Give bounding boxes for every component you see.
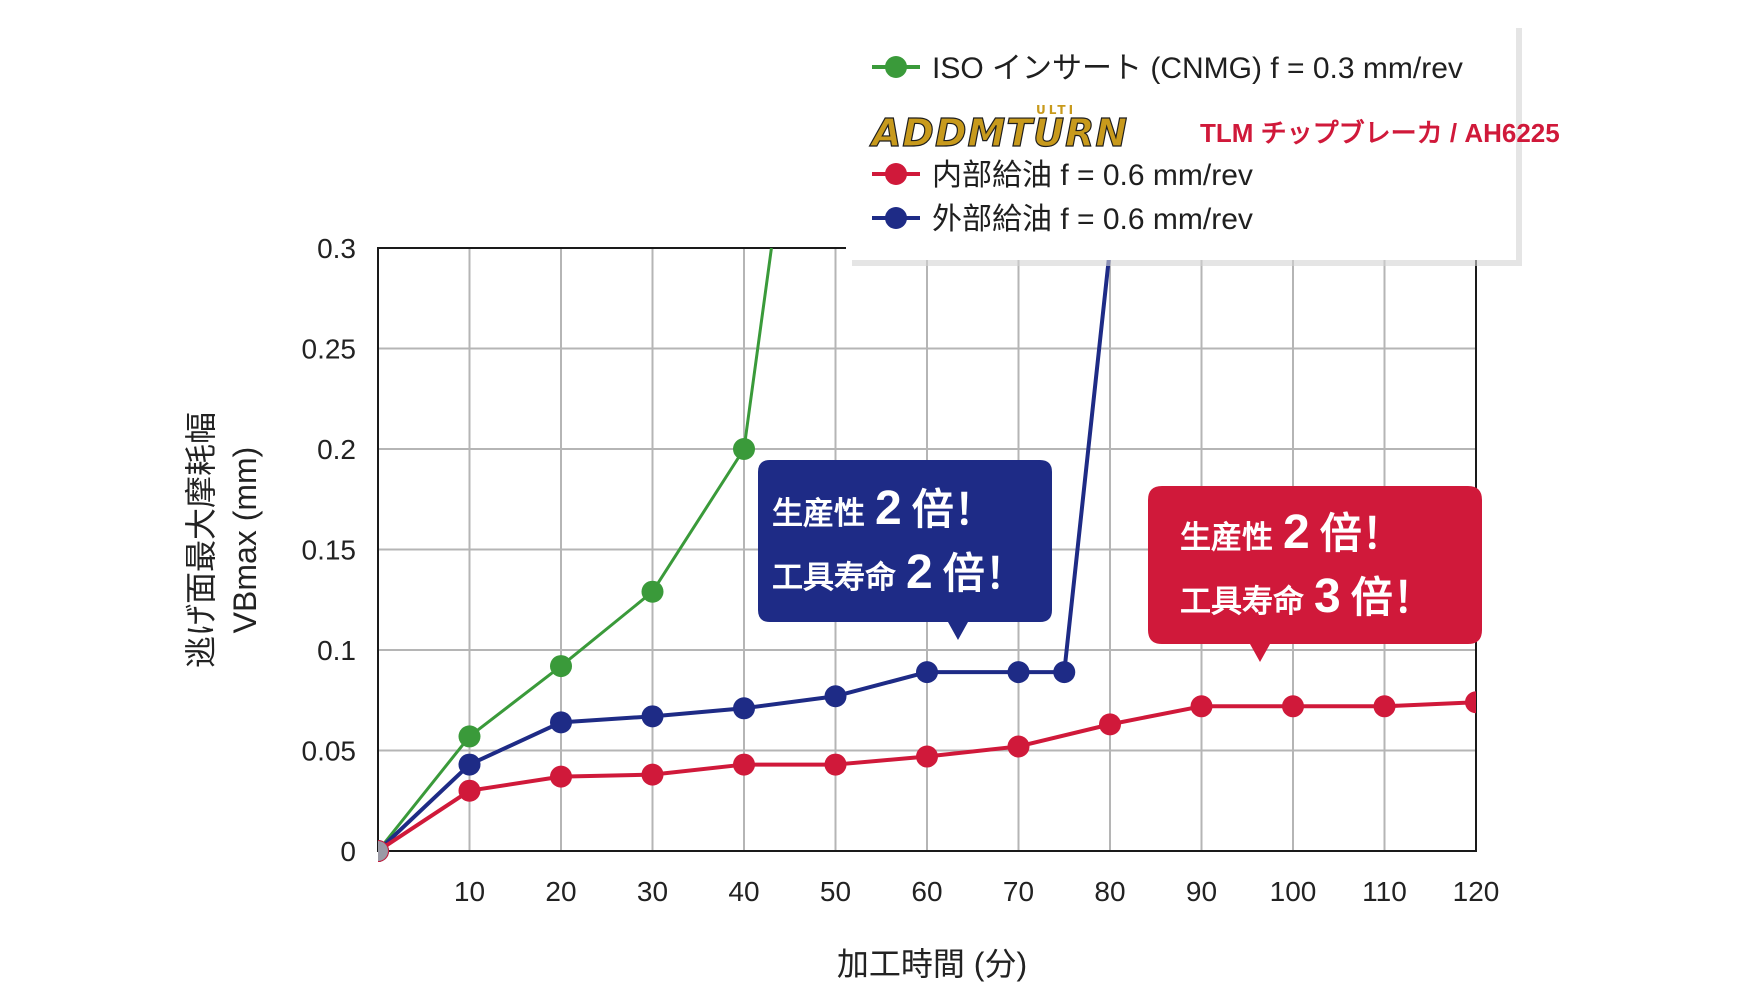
data-point-internal	[1465, 691, 1476, 714]
series	[378, 248, 1476, 862]
x-tick-label: 100	[1270, 876, 1317, 907]
data-point-internal	[458, 779, 481, 802]
legend-item-external: 外部給油 f = 0.6 mm/rev	[872, 203, 1253, 236]
callout-external: 生産性 2 倍！ 工具寿命 2 倍！	[758, 460, 1052, 640]
y-tick-label: 0.05	[302, 736, 357, 767]
y-tick-label: 0.3	[317, 233, 356, 264]
legend-iso-label: ISO インサート (CNMG) f = 0.3 mm/rev	[932, 52, 1463, 85]
y-axis-title-line2: VBmax (mm)	[227, 447, 263, 634]
legend: ISO インサート (CNMG) f = 0.3 mm/rev ADDMTURN…	[846, 22, 1560, 266]
legend-internal-label: 内部給油 f = 0.6 mm/rev	[932, 159, 1253, 192]
x-tick-label: 40	[728, 876, 759, 907]
data-point-external	[733, 697, 755, 720]
brand-suffix: TLM チップブレーカ / AH6225	[1200, 118, 1560, 148]
callout-external-bubble	[758, 460, 1052, 640]
callout-internal: 生産性 2 倍！ 工具寿命 3 倍！	[1148, 486, 1482, 662]
data-point-iso	[641, 580, 664, 603]
x-tick-label: 10	[454, 876, 485, 907]
data-point-external	[824, 685, 847, 708]
data-point-internal	[733, 753, 755, 776]
legend-box	[846, 22, 1516, 260]
series-line-external	[378, 248, 1112, 853]
legend-item-iso: ISO インサート (CNMG) f = 0.3 mm/rev	[872, 52, 1463, 85]
data-point-internal	[550, 765, 572, 788]
x-tick-label: 120	[1453, 876, 1500, 907]
data-point-external	[1053, 661, 1076, 684]
x-tick-label: 60	[911, 876, 942, 907]
tick-labels: 10 20 30 40 50 60 70 80 90 100 110 120 0 0.05 0.1 0.15 0…	[302, 233, 1500, 907]
series-line-iso	[378, 248, 773, 852]
data-point-internal	[1190, 695, 1213, 718]
callout-internal-line1: 生産性 2 倍！	[1180, 506, 1404, 559]
y-tick-label: 0.1	[317, 635, 356, 666]
x-tick-label: 70	[1003, 876, 1034, 907]
data-point-iso	[733, 438, 755, 460]
y-tick-label: 0.25	[302, 334, 357, 365]
data-point-internal	[1099, 713, 1121, 736]
data-point-internal	[1007, 735, 1030, 758]
data-point-external	[916, 661, 938, 684]
y-tick-label: 0.15	[302, 535, 357, 566]
callout-internal-bubble	[1148, 486, 1482, 662]
data-point-external	[1007, 661, 1030, 684]
y-axis-title-line1: 逃げ面最大摩耗幅	[183, 412, 219, 668]
x-tick-label: 50	[820, 876, 851, 907]
x-tick-label: 90	[1186, 876, 1217, 907]
y-tick-label: 0.2	[317, 434, 356, 465]
y-tick-label: 0	[340, 836, 356, 867]
brand-logo: ADDMTURN ULTI TLM チップブレーカ / AH6225	[868, 103, 1560, 156]
x-tick-label: 20	[545, 876, 576, 907]
x-tick-label: 30	[637, 876, 668, 907]
data-point-external	[550, 711, 572, 734]
brand-logo-text: ADDMTURN	[869, 111, 1128, 155]
data-point-internal	[824, 753, 847, 776]
legend-external-label: 外部給油 f = 0.6 mm/rev	[932, 203, 1253, 236]
brand-logo-small: ULTI	[1036, 103, 1076, 117]
data-point-internal	[1282, 695, 1304, 718]
x-tick-label: 110	[1362, 876, 1407, 907]
x-tick-label: 80	[1094, 876, 1125, 907]
callout-external-line1: 生産性 2 倍！	[772, 482, 996, 535]
origin-point	[378, 841, 388, 861]
data-point-external	[458, 753, 481, 776]
x-axis-title: 加工時間 (分)	[837, 946, 1027, 982]
legend-item-internal: 内部給油 f = 0.6 mm/rev	[872, 159, 1253, 192]
callout-internal-line2: 工具寿命 3 倍！	[1180, 570, 1435, 623]
callout-external-line2: 工具寿命 2 倍！	[772, 546, 1027, 599]
data-point-iso	[458, 725, 481, 748]
data-point-iso	[550, 655, 572, 678]
data-point-internal	[916, 745, 938, 768]
data-point-internal	[1373, 695, 1396, 718]
data-point-internal	[641, 763, 664, 786]
data-point-external	[641, 705, 664, 728]
